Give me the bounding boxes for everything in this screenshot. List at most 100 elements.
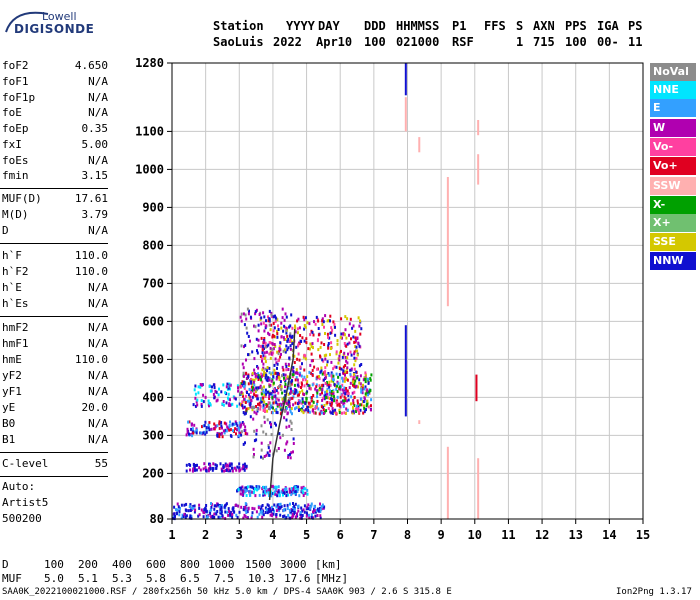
echo-point: [352, 380, 354, 383]
echo-point: [301, 389, 303, 392]
echo-point: [214, 390, 216, 393]
echo-point: [228, 402, 230, 405]
echo-point: [259, 408, 261, 411]
echo-point: [245, 511, 247, 514]
echo-point: [306, 321, 308, 324]
echo-point: [270, 328, 272, 331]
echo-point: [305, 337, 307, 340]
echo-point: [311, 359, 313, 362]
echo-point: [244, 413, 246, 416]
echo-vertical-line: [477, 154, 479, 184]
echo-point: [329, 315, 331, 318]
echo-point: [353, 373, 355, 376]
echo-point: [192, 427, 194, 430]
d-label: D: [2, 558, 9, 571]
echo-point: [253, 393, 255, 396]
echo-point: [293, 373, 295, 376]
echo-point: [206, 470, 208, 473]
x-tick-label: 14: [602, 528, 616, 542]
echo-point: [268, 510, 270, 513]
echo-point: [244, 429, 246, 432]
echo-point: [270, 341, 272, 344]
echo-point: [263, 416, 265, 419]
echo-point: [283, 350, 285, 353]
echo-point: [218, 393, 220, 396]
echo-point: [198, 507, 200, 510]
echo-point: [317, 400, 319, 403]
echo-point: [243, 382, 245, 385]
echo-point: [252, 418, 254, 421]
echo-point: [245, 401, 247, 404]
echo-point: [243, 508, 245, 511]
x-tick-label: 8: [404, 528, 411, 542]
echo-point: [356, 350, 358, 353]
echo-point: [305, 397, 307, 400]
echo-point: [196, 431, 198, 434]
echo-point: [336, 350, 338, 353]
echo-point: [307, 409, 309, 412]
echo-point: [269, 371, 271, 374]
echo-point: [232, 507, 234, 510]
echo-point: [344, 392, 346, 395]
echo-point: [285, 442, 287, 445]
echo-point: [258, 324, 260, 327]
echo-point: [321, 405, 323, 408]
echo-point: [307, 347, 309, 350]
echo-point: [286, 407, 288, 410]
echo-point: [360, 374, 362, 377]
echo-point: [263, 371, 265, 374]
echo-point: [256, 429, 258, 432]
echo-point: [332, 367, 334, 370]
echo-point: [356, 405, 358, 408]
echo-point: [358, 382, 360, 385]
echo-point: [223, 470, 225, 473]
echo-point: [286, 340, 288, 343]
echo-point: [223, 429, 225, 432]
echo-point: [266, 508, 268, 511]
echo-point: [187, 428, 189, 431]
echo-point: [312, 342, 314, 345]
echo-point: [341, 377, 343, 380]
echo-point: [276, 372, 278, 375]
echo-point: [353, 325, 355, 328]
echo-point: [276, 411, 278, 414]
echo-point: [354, 330, 356, 333]
legend-item: X-: [650, 196, 696, 214]
echo-point: [265, 374, 267, 377]
echo-point: [203, 462, 205, 465]
echo-point: [198, 385, 200, 388]
echo-point: [333, 323, 335, 326]
echo-point: [294, 490, 296, 493]
echo-point: [370, 379, 372, 382]
echo-point: [278, 385, 280, 388]
echo-point: [359, 333, 361, 336]
echo-point: [226, 385, 228, 388]
echo-vertical-line: [447, 447, 449, 519]
echo-point: [270, 423, 272, 426]
muf-value: 10.3: [248, 572, 275, 585]
echo-point: [205, 466, 207, 469]
echo-point: [311, 396, 313, 399]
echo-point: [237, 390, 239, 393]
echo-point: [337, 362, 339, 365]
echo-point: [209, 464, 211, 467]
echo-point: [272, 411, 274, 414]
echo-point: [317, 348, 319, 351]
d-value: 800: [180, 558, 200, 571]
echo-point: [203, 467, 205, 470]
echo-point: [220, 390, 222, 393]
echo-point: [265, 319, 267, 322]
echo-point: [255, 433, 257, 436]
echo-point: [291, 327, 293, 330]
echo-point: [257, 376, 259, 379]
echo-point: [306, 515, 308, 518]
echo-point: [352, 399, 354, 402]
echo-point: [297, 331, 299, 334]
echo-point: [282, 509, 284, 512]
legend-item: Vo-: [650, 138, 696, 156]
y-tick-label: 700: [142, 276, 164, 290]
echo-point: [321, 388, 323, 391]
echo-point: [352, 336, 354, 339]
echo-point: [288, 357, 290, 360]
echo-point: [298, 505, 300, 508]
